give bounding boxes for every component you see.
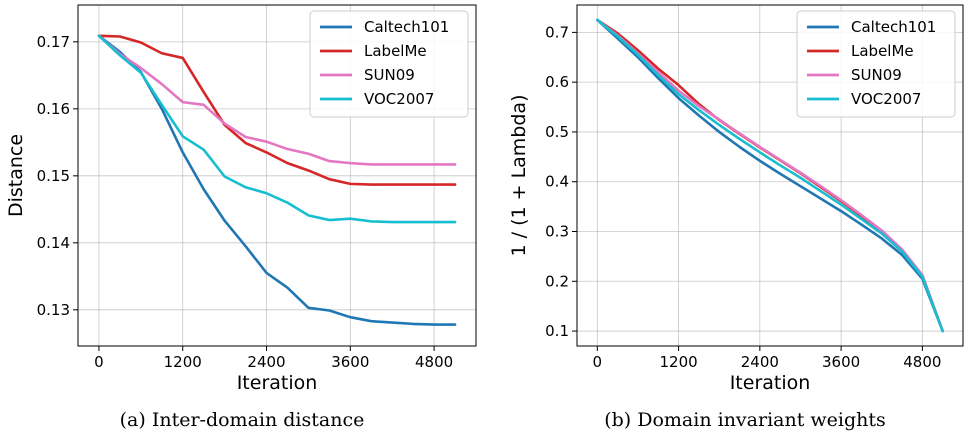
- legend-label: LabelMe: [364, 42, 427, 60]
- legend-box: [796, 10, 956, 118]
- x-axis-label: Iteration: [730, 372, 811, 394]
- series-line-sun09: [596, 18, 944, 333]
- legend: Caltech101 LabelMe SUN09 VOC2007: [309, 10, 469, 118]
- legend-label: SUN09: [364, 66, 415, 84]
- caption-b: (b) Domain invariant weights: [604, 409, 886, 431]
- legend-label: LabelMe: [851, 42, 914, 60]
- y-tick-label: 0.6: [545, 73, 569, 91]
- x-tick-label: 4800: [415, 353, 453, 371]
- series-line-sun09: [97, 34, 457, 166]
- y-axis-label: 1 / (1 + Lambda): [508, 95, 530, 257]
- legend-label: SUN09: [851, 66, 902, 84]
- legend: Caltech101 LabelMe SUN09 VOC2007: [796, 10, 956, 118]
- y-tick-label: 0.16: [37, 100, 70, 118]
- x-tick-label: 0: [593, 353, 603, 371]
- plot-frame: [576, 4, 964, 347]
- y-tick-label: 0.1: [545, 322, 569, 340]
- y-tick-label: 0.13: [37, 301, 70, 319]
- legend-label: VOC2007: [851, 90, 921, 108]
- x-tick-label: 2400: [247, 353, 285, 371]
- legend-label: VOC2007: [364, 90, 434, 108]
- legend-box: [309, 10, 469, 118]
- x-tick-label: 3600: [822, 353, 860, 371]
- legend-label: Caltech101: [851, 18, 936, 36]
- x-tick-label: 1200: [164, 353, 202, 371]
- y-tick-label: 0.5: [545, 123, 569, 141]
- y-tick-label: 0.17: [37, 33, 70, 51]
- series-line-voc2007: [97, 34, 457, 224]
- series-line-labelme: [97, 34, 457, 186]
- caption-a: (a) Inter-domain distance: [120, 409, 365, 431]
- series-line-caltech101: [97, 34, 457, 326]
- series-line-caltech101: [596, 18, 944, 333]
- chart-panel-domain-invariant-weights: 0 1200 2400 3600 4800 0.1 0.2 0.3 0.4 0.5 0.6 0.7 It…: [508, 4, 964, 394]
- y-tick-label: 0.14: [37, 234, 70, 252]
- x-tick-label: 4800: [903, 353, 941, 371]
- y-axis-label: Distance: [5, 134, 27, 217]
- series-line-voc2007: [596, 18, 944, 333]
- y-tick-label: 0.15: [37, 167, 70, 185]
- x-axis-label: Iteration: [237, 372, 318, 394]
- x-tick-label: 0: [94, 353, 104, 371]
- x-tick-label: 2400: [741, 353, 779, 371]
- x-tick-label: 3600: [331, 353, 369, 371]
- legend-label: Caltech101: [364, 18, 449, 36]
- y-tick-label: 0.7: [545, 23, 569, 41]
- y-tick-label: 0.2: [545, 272, 569, 290]
- chart-panel-inter-domain-distance: 0 1200 2400 3600 4800 0.13 0.14 0.15 0.16 0.17 Ite…: [5, 4, 477, 394]
- x-tick-label: 1200: [659, 353, 697, 371]
- y-tick-label: 0.4: [545, 173, 569, 191]
- y-tick-label: 0.3: [545, 223, 569, 241]
